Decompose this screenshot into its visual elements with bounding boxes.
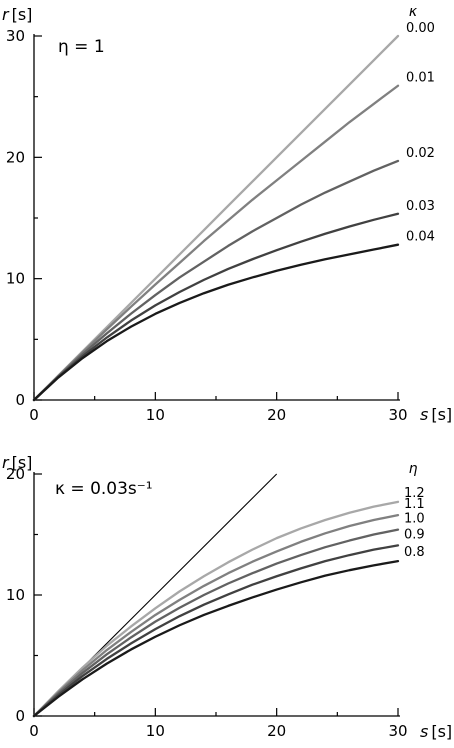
legend-title: η [409, 461, 418, 477]
y-tick-label: 10 [6, 270, 25, 288]
series-label: 0.04 [406, 230, 435, 245]
series-label: 0.03 [406, 199, 435, 214]
y-axis-label: r [s] [2, 5, 32, 24]
x-axis-label: s [s] [420, 722, 452, 741]
y-tick-label: 0 [15, 707, 25, 725]
y-axis-unit: [s] [12, 5, 33, 24]
series-line [32, 212, 400, 402]
y-axis-variable: r [2, 453, 10, 472]
y-axis-label: r [s] [2, 453, 32, 472]
y-axis-variable: r [2, 5, 10, 24]
series-label: 1.0 [404, 512, 425, 527]
y-tick-label: 0 [15, 391, 25, 409]
series-label: 0.02 [406, 146, 435, 161]
x-tick-label: 10 [146, 406, 165, 424]
legend-title: κ [409, 4, 418, 20]
series-line [32, 500, 400, 718]
series-label: 0.00 [406, 21, 435, 36]
x-tick-label: 20 [267, 406, 286, 424]
parameter-annotation: κ = 0.03s⁻¹ [55, 479, 153, 499]
series-label: 0.9 [404, 527, 425, 542]
parameter-annotation: η = 1 [58, 37, 105, 57]
x-axis-label: s [s] [420, 405, 452, 424]
x-tick-label: 0 [29, 406, 39, 424]
series-line [32, 544, 400, 718]
x-tick-label: 20 [267, 722, 286, 740]
series-label: 1.1 [404, 497, 425, 512]
series-line [32, 159, 400, 402]
series-line [32, 559, 400, 718]
series-label: 1.2 [404, 486, 425, 501]
x-tick-label: 10 [146, 722, 165, 740]
x-axis-variable: s [420, 405, 428, 424]
x-axis-unit: [s] [431, 405, 452, 424]
y-tick-label: 20 [6, 465, 25, 483]
series-line [32, 528, 400, 718]
series-line [32, 84, 400, 402]
y-tick-label: 10 [6, 586, 25, 604]
x-tick-label: 0 [29, 722, 39, 740]
x-tick-label: 30 [388, 722, 407, 740]
series-label: 0.01 [406, 71, 435, 86]
y-tick-label: 20 [6, 148, 25, 166]
x-axis-unit: [s] [431, 722, 452, 741]
series-label: 0.8 [404, 545, 425, 560]
y-tick-label: 30 [6, 27, 25, 45]
series-line [32, 513, 400, 718]
series-line [32, 243, 400, 402]
x-tick-label: 30 [388, 406, 407, 424]
x-axis-variable: s [420, 722, 428, 741]
y-axis-unit: [s] [12, 453, 33, 472]
